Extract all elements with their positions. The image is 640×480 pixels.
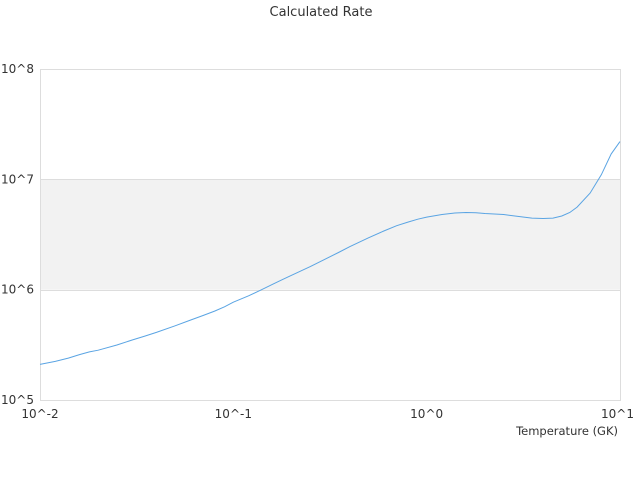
y-tick-label: 10^5 xyxy=(1,393,34,407)
y-tick-label: 10^7 xyxy=(1,172,34,186)
y-tick-labels: 10^5 10^6 10^7 10^8 xyxy=(1,62,34,407)
shaded-band xyxy=(40,179,620,290)
y-tick-label: 10^6 xyxy=(1,283,34,297)
y-tick-label: 10^8 xyxy=(1,62,34,76)
x-tick-label: 10^1 xyxy=(601,407,634,421)
x-tick-labels: 10^-2 10^-1 10^0 10^1 xyxy=(21,407,634,421)
x-tick-label: 10^-2 xyxy=(21,407,58,421)
series-line xyxy=(39,141,621,365)
chart-title: Calculated Rate xyxy=(270,5,373,20)
x-axis-title: Temperature (GK) xyxy=(515,424,618,438)
x-tick-label: 10^-1 xyxy=(215,407,252,421)
x-tick-label: 10^0 xyxy=(410,407,443,421)
plot-frame xyxy=(40,69,621,401)
